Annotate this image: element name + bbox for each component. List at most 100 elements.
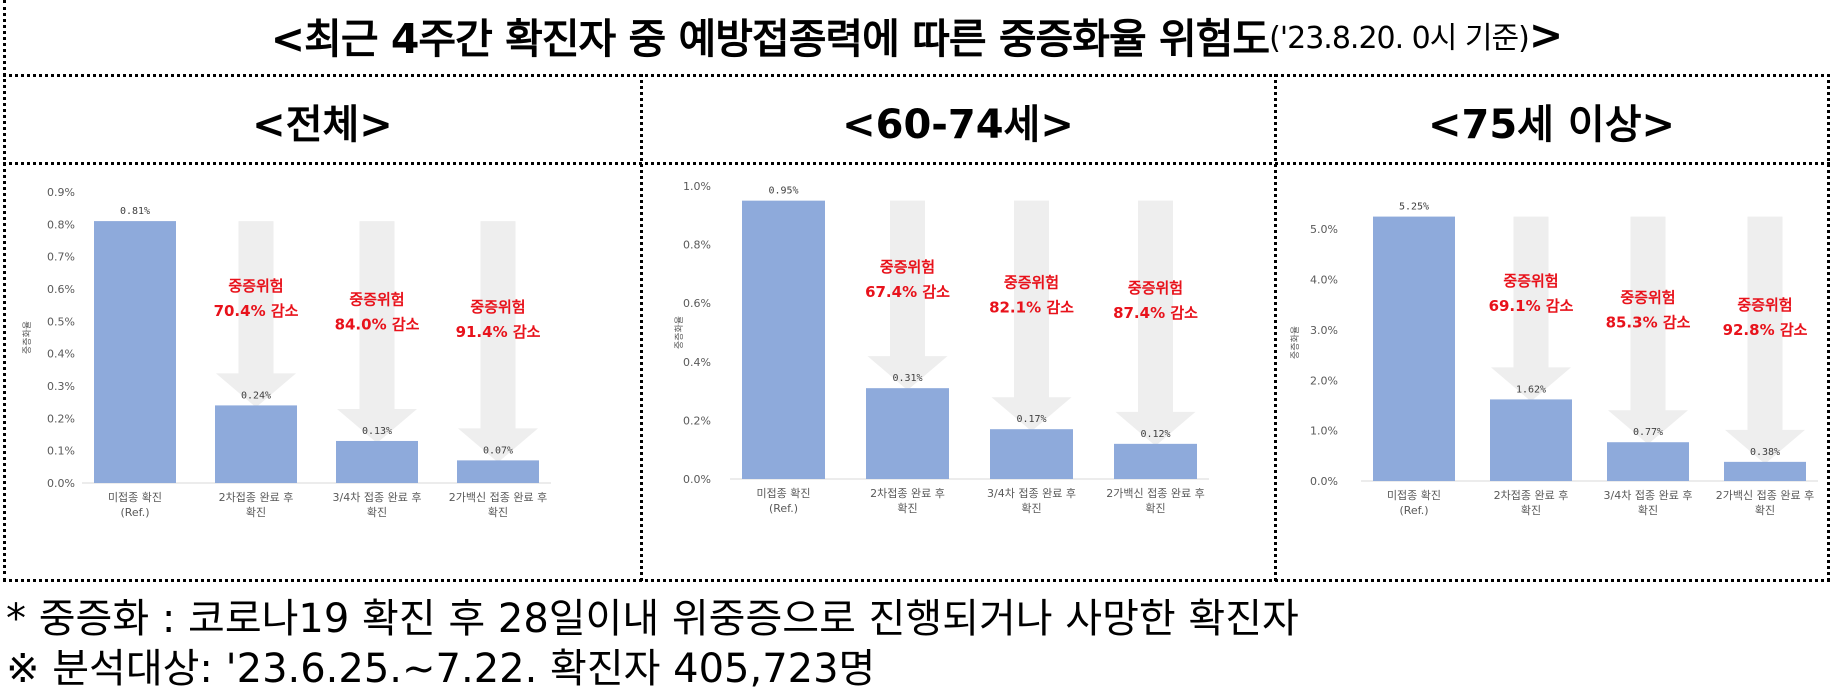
x-tick-label: 미접종 확진: [108, 491, 162, 504]
y-tick-label: 0.4%: [683, 356, 711, 369]
risk-reduction-label: 중증위험: [1620, 288, 1675, 306]
divider-2: [1274, 74, 1277, 581]
x-tick-label: (Ref.): [1399, 504, 1428, 517]
panel-title-all: <전체>: [252, 102, 393, 148]
y-tick-label: 0.2%: [683, 414, 711, 427]
x-tick-label: 2가백신 접종 완료 후: [1716, 489, 1814, 502]
risk-reduction-label: 중증위험: [1503, 272, 1558, 290]
x-tick-label: 확진: [897, 502, 917, 515]
bar-value-label: 0.12%: [1140, 429, 1170, 440]
risk-reduction-label: 84.0% 감소: [335, 316, 420, 334]
x-tick-label: 3/4차 접종 완료 후: [333, 491, 422, 504]
y-tick-label: 0.3%: [47, 380, 75, 393]
footnote-analysis-target: ※ 분석대상: '23.6.25.~7.22. 확진자 405,723명: [6, 646, 876, 692]
x-tick-label: (Ref.): [769, 502, 798, 515]
y-tick-label: 0.0%: [683, 473, 711, 486]
x-tick-label: 확진: [246, 506, 266, 519]
bar-value-label: 0.38%: [1750, 447, 1780, 458]
bar-value-label: 5.25%: [1399, 202, 1429, 213]
risk-reduction-label: 91.4% 감소: [456, 323, 541, 341]
bar-value-label: 0.13%: [362, 426, 392, 437]
bar-chart-60-74: 중증화율 0.0% 0.2% 0.4% 0.6% 0.8% 1.0% 0.95% 0.31% 0.…: [674, 180, 1209, 515]
y-tick-label: 0.7%: [47, 251, 75, 264]
y-axis-title: 중증화율: [674, 316, 685, 349]
y-tick-label: 0.0%: [1310, 475, 1338, 488]
y-tick-label: 0.9%: [47, 186, 75, 199]
y-tick-label: 5.0%: [1310, 223, 1338, 236]
page-title-main: <최근 4주간 확진자 중 예방접종력에 따른 중증화율 위험도: [270, 15, 1270, 63]
page-title-close: >: [1528, 11, 1563, 59]
x-tick-label: (Ref.): [120, 506, 149, 519]
risk-reduction-label: 82.1% 감소: [989, 298, 1074, 316]
bar: [1724, 461, 1806, 481]
x-tick-label: 확진: [1755, 504, 1775, 517]
x-tick-label: 확진: [1638, 504, 1658, 517]
x-tick-label: 3/4차 접종 완료 후: [1604, 489, 1693, 502]
reduction-arrow: [458, 221, 538, 463]
bar-value-label: 0.17%: [1016, 414, 1046, 425]
y-tick-label: 0.8%: [47, 218, 75, 231]
bar-value-label: 0.31%: [892, 373, 922, 384]
bar-value-label: 0.77%: [1633, 427, 1663, 438]
bar: [457, 460, 539, 483]
y-tick-label: 4.0%: [1310, 274, 1338, 287]
x-tick-label: 미접종 확진: [1387, 489, 1441, 502]
bar: [1490, 399, 1572, 481]
bar: [1607, 442, 1689, 481]
y-tick-label: 2.0%: [1310, 374, 1338, 387]
divider-top: [3, 74, 1830, 77]
x-tick-label: 3/4차 접종 완료 후: [987, 487, 1076, 500]
y-axis-title: 중증화율: [22, 321, 33, 354]
risk-reduction-label: 중증위험: [1737, 296, 1792, 314]
page-title: <최근 4주간 확진자 중 예방접종력에 따른 중증화율 위험도 ('23.8.2…: [0, 2, 1833, 68]
reduction-arrow: [1725, 216, 1805, 464]
bar-value-label: 1.62%: [1516, 384, 1546, 395]
y-tick-label: 0.6%: [47, 283, 75, 296]
reduction-arrow: [337, 221, 417, 443]
y-tick-label: 3.0%: [1310, 324, 1338, 337]
bar: [94, 221, 176, 483]
bar: [336, 440, 418, 483]
y-tick-label: 1.0%: [683, 180, 711, 193]
y-tick-label: 0.8%: [683, 239, 711, 252]
risk-reduction-label: 92.8% 감소: [1723, 321, 1808, 339]
bar-value-label: 0.07%: [483, 445, 513, 456]
panel-title-75-plus: <75세 이상>: [1427, 102, 1676, 148]
divider-1: [640, 74, 643, 581]
risk-reduction-label: 중증위험: [228, 277, 283, 295]
bar: [215, 405, 297, 483]
y-tick-label: 0.1%: [47, 445, 75, 458]
x-tick-label: 확진: [1145, 502, 1165, 515]
reduction-arrow: [1115, 200, 1196, 446]
bar-chart-all: 중증화율 0.0% 0.1% 0.2% 0.3% 0.4% 0.5% 0.6% 0.7% 0.8%…: [22, 186, 551, 519]
reduction-arrow: [216, 221, 296, 408]
risk-reduction-label: 중증위험: [470, 298, 525, 316]
page-title-date: ('23.8.20. 0시 기준): [1269, 21, 1530, 56]
bar-value-label: 0.95%: [768, 186, 798, 197]
risk-reduction-label: 69.1% 감소: [1489, 297, 1574, 315]
y-tick-label: 0.5%: [47, 315, 75, 328]
bar-value-label: 0.24%: [241, 390, 271, 401]
footnote-definition: * 중증화 : 코로나19 확진 후 28일이내 위중증으로 진행되거나 사망한…: [6, 596, 1299, 642]
risk-reduction-label: 70.4% 감소: [214, 302, 299, 320]
bar: [866, 388, 949, 479]
x-tick-label: 2가백신 접종 완료 후: [449, 491, 547, 504]
x-tick-label: 2가백신 접종 완료 후: [1106, 487, 1204, 500]
risk-reduction-label: 85.3% 감소: [1606, 313, 1691, 331]
risk-reduction-label: 87.4% 감소: [1113, 304, 1198, 322]
y-tick-label: 0.6%: [683, 297, 711, 310]
reduction-arrow: [991, 200, 1072, 432]
risk-reduction-label: 중증위험: [880, 258, 935, 276]
bar: [742, 200, 825, 479]
y-axis-title: 중증화율: [1290, 326, 1301, 359]
divider-bottom: [3, 579, 1830, 582]
bar: [1373, 216, 1455, 481]
reduction-arrow: [1491, 216, 1571, 402]
x-tick-label: 2차접종 완료 후: [219, 491, 294, 504]
x-tick-label: 확진: [488, 506, 508, 519]
reduction-arrow: [867, 200, 948, 391]
x-tick-label: 확진: [367, 506, 387, 519]
x-tick-label: 확진: [1521, 504, 1541, 517]
reduction-arrow: [1608, 216, 1688, 445]
y-tick-label: 0.2%: [47, 412, 75, 425]
